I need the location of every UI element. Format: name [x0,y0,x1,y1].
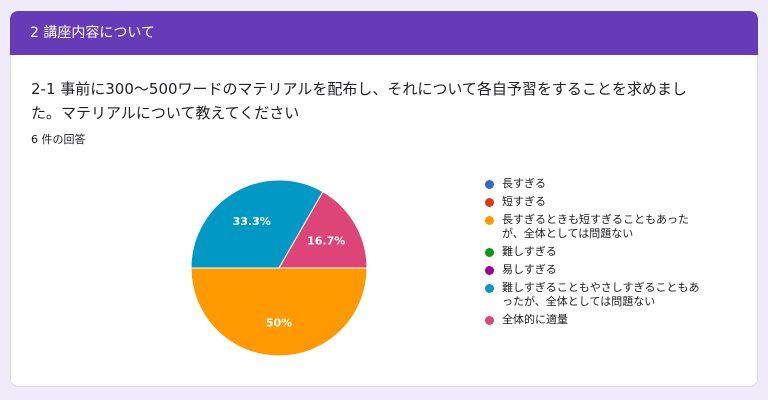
legend-swatch [485,284,494,293]
legend-swatch [485,266,494,275]
legend-item: 長すぎるときも短すぎることもあったが、全体としては問題ない [485,213,745,241]
legend-swatch [485,180,494,189]
section-title: 2 講座内容について [30,25,155,41]
legend-label: 長すぎるときも短すぎることもあったが、全体としては問題ない [502,213,689,240]
pie-slice [278,191,368,269]
legend-item: 難しすぎる [485,245,745,259]
pie-slice [190,267,368,357]
legend-swatch [485,216,494,225]
legend-label: 長すぎる [502,177,546,190]
legend-label: 全体的に適量 [502,313,568,326]
response-count: 6 件の回答 [31,133,86,146]
legend-label: 易しすぎる [502,263,557,276]
legend-item: 難しすぎることもやさしすぎることもあったが、全体としては問題ない [485,281,745,309]
slice-data-label: 50% [266,317,292,330]
slice-data-label: 33.3% [233,215,271,228]
legend-label: 難しすぎることもやさしすぎることもあったが、全体としては問題ない [502,281,700,308]
legend-swatch [485,316,494,325]
section-header: 2 講座内容について [10,11,758,55]
question-card: 2-1 事前に300〜500ワードのマテリアルを配布し、それについて各自予習をす… [10,55,758,387]
question-title: 2-1 事前に300〜500ワードのマテリアルを配布し、それについて各自予習をす… [31,80,687,122]
pie-slice [190,179,324,269]
slice-data-label: 16.7% [307,235,345,248]
chart-legend: 長すぎる 短すぎる 長すぎるときも短すぎることもあったが、全体としては問題ない 難しす… [485,177,745,331]
legend-item: 短すぎる [485,195,745,209]
pie-chart: 33.3% 16.7% 50% [190,179,368,357]
legend-item: 全体的に適量 [485,313,745,327]
legend-swatch [485,248,494,257]
legend-label: 短すぎる [502,195,546,208]
legend-label: 難しすぎる [502,245,557,258]
legend-item: 長すぎる [485,177,745,191]
legend-swatch [485,198,494,207]
legend-item: 易しすぎる [485,263,745,277]
